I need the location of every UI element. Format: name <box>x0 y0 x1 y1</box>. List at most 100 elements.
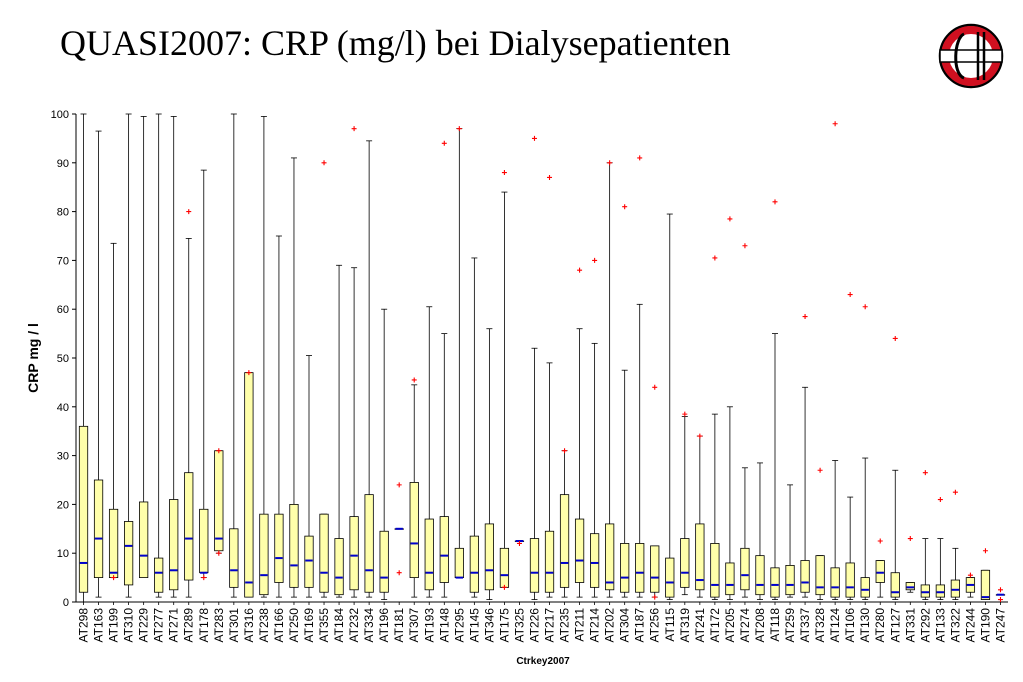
x-tick-label: AT190 <box>978 608 992 643</box>
box-iqr <box>93 479 104 578</box>
outlier-point <box>246 370 252 376</box>
box-AT301 <box>229 113 239 598</box>
x-tick-label: AT175 <box>497 608 511 643</box>
box-AT172 <box>710 255 720 600</box>
outlier-point <box>952 489 958 495</box>
box-AT124 <box>830 121 840 600</box>
box-AT337 <box>800 314 810 598</box>
x-tick-label: AT130 <box>858 608 872 643</box>
box-AT178 <box>199 169 209 581</box>
outlier-point <box>201 575 207 581</box>
logo-icon <box>938 23 1004 89</box>
box-iqr <box>409 482 419 579</box>
box-AT166 <box>274 235 284 598</box>
x-tick-label: AT250 <box>287 608 301 643</box>
box-AT106 <box>845 292 855 600</box>
box-iqr <box>890 572 900 598</box>
box-iqr <box>334 538 344 596</box>
outlier-point <box>562 448 568 454</box>
outlier-point <box>531 135 537 141</box>
box-iqr <box>214 450 224 552</box>
x-tick-label: AT127 <box>888 608 902 643</box>
x-tick-label: AT169 <box>302 608 316 643</box>
box-AT133 <box>935 497 945 600</box>
outlier-point <box>922 470 928 476</box>
box-AT319 <box>680 411 690 596</box>
x-tick-label: AT301 <box>227 608 241 643</box>
box-iqr <box>860 577 870 598</box>
box-iqr <box>499 547 510 588</box>
x-tick-label: AT310 <box>122 608 136 643</box>
box-iqr <box>680 538 690 588</box>
y-tick-label: 60 <box>57 304 69 316</box>
x-tick-label: AT259 <box>783 608 797 643</box>
box-AT247 <box>995 587 1006 603</box>
box-AT127 <box>890 335 900 600</box>
x-tick-label: AT277 <box>152 608 166 643</box>
box-iqr <box>108 508 119 578</box>
outlier-point <box>937 497 943 503</box>
box-AT190 <box>980 548 991 600</box>
x-tick-label: AT181 <box>392 608 406 643</box>
x-tick-label: AT337 <box>798 608 812 643</box>
box-AT304 <box>620 204 630 598</box>
box-AT163 <box>93 130 104 598</box>
x-tick-label: AT163 <box>92 608 106 643</box>
x-tick-label: AT328 <box>813 608 827 643</box>
y-tick-label: 0 <box>63 597 69 609</box>
chart-axes: 0 10 20 30 40 50 60 70 80 90 100 <box>51 109 1008 609</box>
outlier-point <box>697 433 703 439</box>
outlier-point <box>547 174 553 180</box>
box-iqr <box>139 501 149 578</box>
box-AT226 <box>529 135 540 600</box>
box-AT283 <box>214 448 224 556</box>
box-iqr <box>574 518 585 583</box>
x-tick-label: AT346 <box>482 608 496 643</box>
box-iqr <box>124 521 134 586</box>
box-AT274 <box>740 243 750 598</box>
box-AT229 <box>139 116 149 578</box>
x-tick-label: AT283 <box>212 608 226 643</box>
box-iqr <box>845 562 855 598</box>
box-iqr <box>154 557 164 593</box>
outlier-point <box>622 204 628 210</box>
outlier-point <box>321 160 327 166</box>
box-AT199 <box>108 242 119 581</box>
y-tick-label: 10 <box>57 548 69 560</box>
x-tick-label: AT172 <box>708 608 722 643</box>
box-AT217 <box>544 174 555 598</box>
x-tick-label: AT118 <box>768 608 782 642</box>
x-tick-label: AT217 <box>543 608 557 643</box>
box-AT310 <box>124 113 134 598</box>
outlier-point <box>411 377 417 383</box>
x-tick-label: AT331 <box>903 608 917 643</box>
box-AT169 <box>304 355 314 598</box>
box-iqr <box>920 584 930 598</box>
x-tick-label: AT184 <box>332 608 346 643</box>
box-AT208 <box>755 462 765 600</box>
box-AT241 <box>695 433 705 598</box>
box-iqr <box>259 513 269 596</box>
outlier-point <box>727 216 733 222</box>
outlier-point <box>441 140 447 146</box>
box-iqr <box>319 513 329 593</box>
y-tick-label: 20 <box>57 499 69 511</box>
logo-letter <box>954 32 965 80</box>
box-AT211 <box>574 267 585 598</box>
x-tick-label: AT211 <box>573 608 587 642</box>
x-tick-label: AT187 <box>633 608 647 643</box>
x-tick-label: AT271 <box>167 608 181 643</box>
box-AT325 <box>514 540 525 546</box>
x-tick-label: AT295 <box>452 608 466 643</box>
x-tick-label: AT145 <box>467 608 481 643</box>
box-AT289 <box>184 209 194 598</box>
box-AT322 <box>950 489 960 600</box>
box-iqr <box>364 494 374 593</box>
x-tick-label: AT124 <box>828 608 842 643</box>
box-AT181 <box>394 482 404 576</box>
box-AT184 <box>334 264 344 598</box>
box-AT235 <box>559 448 570 598</box>
box-iqr <box>815 555 825 596</box>
x-tick-label: AT235 <box>558 608 572 643</box>
outlier-point <box>516 540 522 546</box>
